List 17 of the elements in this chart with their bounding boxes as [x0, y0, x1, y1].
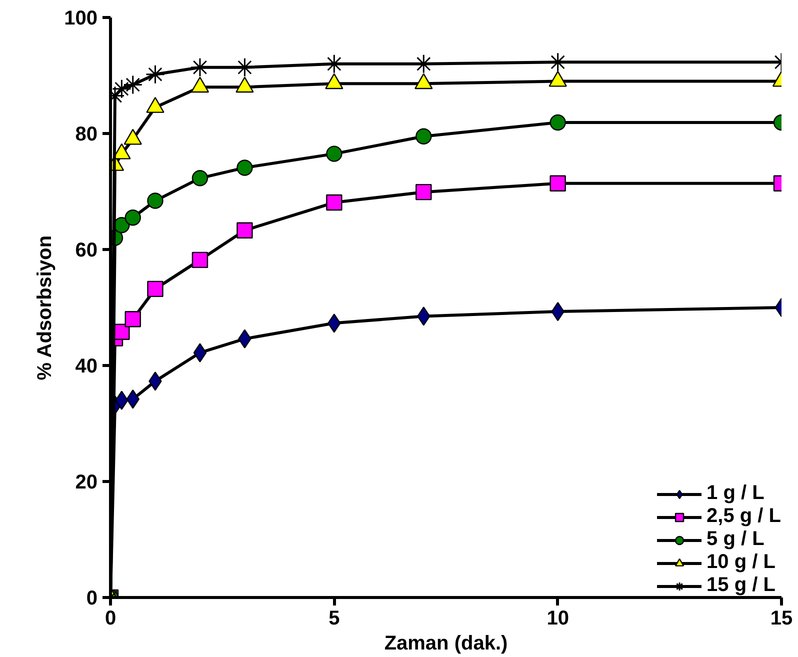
y-tick-label: 80	[75, 124, 98, 146]
legend-label: 1 g / L	[706, 482, 764, 505]
x-tick-label: 5	[328, 608, 340, 630]
y-tick-label: 60	[75, 240, 98, 262]
y-axis-title: % Adsorbsiyon	[34, 235, 56, 380]
y-tick-label: 20	[75, 472, 98, 494]
y-tick-label: 0	[86, 588, 98, 610]
x-tick-label: 15	[770, 608, 793, 630]
x-axis-title: Zaman (dak.)	[384, 632, 508, 654]
y-tick-label: 100	[64, 8, 98, 30]
legend-label: 10 g / L	[706, 551, 776, 574]
x-tick-label: 10	[546, 608, 569, 630]
x-tick-label: 0	[104, 608, 116, 630]
legend-label: 5 g / L	[706, 528, 764, 551]
legend-label: 15 g / L	[706, 574, 776, 597]
y-tick-label: 40	[75, 356, 98, 378]
legend-label: 2,5 g / L	[706, 505, 781, 528]
